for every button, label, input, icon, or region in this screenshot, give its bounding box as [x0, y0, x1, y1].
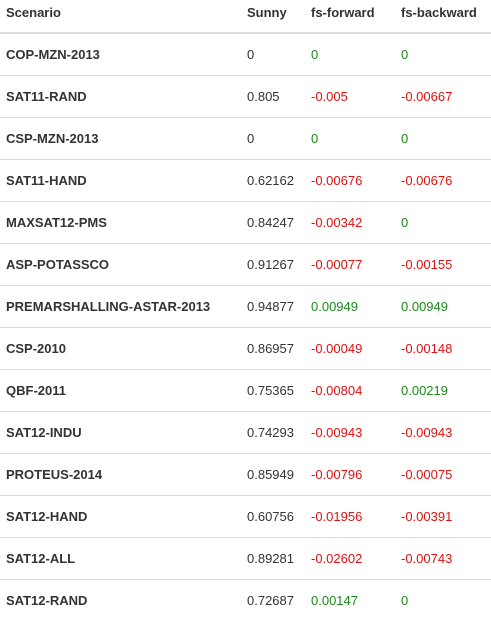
header-fs-backward: fs-backward: [394, 0, 491, 34]
cell-fs-forward: -0.005: [304, 74, 394, 117]
cell-fs-forward: 0: [311, 46, 319, 62]
cell-fs-backward: -0.00943: [394, 410, 491, 453]
cell-sunny: 0.75365: [240, 368, 304, 411]
cell-fs-backward: -0.00667: [394, 74, 491, 117]
cell-fs-forward: -0.00342: [304, 200, 394, 243]
table-row: PROTEUS-2014 0.85949 -0.00796 -0.00075: [0, 452, 491, 495]
table-row: SAT12-INDU 0.74293 -0.00943 -0.00943: [0, 410, 491, 453]
header-row: Scenario Sunny fs-forward fs-backward: [0, 0, 491, 34]
cell-scenario: MAXSAT12-PMS: [0, 200, 240, 243]
table-row: CSP-MZN-2013 0 0 0: [0, 116, 491, 159]
cell-sunny: 0.86957: [240, 326, 304, 369]
cell-fs-forward: -0.00943: [304, 410, 394, 453]
cell-scenario: PROTEUS-2014: [0, 452, 240, 495]
cell-fs-backward: 0.00219: [394, 368, 491, 411]
cell-fs-forward: -0.00676: [304, 158, 394, 201]
cell-scenario: CSP-MZN-2013: [0, 116, 240, 159]
cell-fs-backward: 0: [394, 116, 491, 159]
cell-scenario: SAT11-RAND: [0, 74, 240, 117]
cell-sunny: 0.94877: [240, 284, 304, 327]
cell-fs-backward: -0.00155: [394, 242, 491, 285]
header-sunny: Sunny: [240, 0, 304, 34]
table-row: CSP-2010 0.86957 -0.00049 -0.00148: [0, 326, 491, 369]
cell-scenario: QBF-2011: [0, 368, 240, 411]
cell-fs-backward: -0.00676: [394, 158, 491, 201]
cell-fs-forward: -0.02602: [304, 536, 394, 579]
cell-scenario: CSP-2010: [0, 326, 240, 369]
cell-sunny: 0.85949: [240, 452, 304, 495]
cell-scenario: COP-MZN-2013: [6, 46, 100, 62]
cell-fs-backward: 0: [394, 578, 491, 621]
cell-scenario: ASP-POTASSCO: [0, 242, 240, 285]
cell-fs-backward: -0.00075: [394, 452, 491, 495]
cell-scenario: SAT12-RAND: [0, 578, 240, 621]
cell-scenario: PREMARSHALLING-ASTAR-2013: [0, 284, 240, 327]
cell-scenario: SAT12-INDU: [0, 410, 240, 453]
cell-sunny: 0.805: [240, 74, 304, 117]
cell-fs-forward: -0.00804: [304, 368, 394, 411]
table-row: SAT12-ALL 0.89281 -0.02602 -0.00743: [0, 536, 491, 579]
cell-fs-forward: 0.00147: [304, 578, 394, 621]
cell-scenario: SAT12-ALL: [0, 536, 240, 579]
cell-fs-forward: -0.01956: [304, 494, 394, 537]
cell-sunny: 0.91267: [240, 242, 304, 285]
cell-fs-backward: 0.00949: [394, 284, 491, 327]
cell-sunny: 0.60756: [240, 494, 304, 537]
table-row: SAT11-RAND 0.805 -0.005 -0.00667: [0, 74, 491, 117]
cell-scenario: SAT12-HAND: [0, 494, 240, 537]
table-row: PREMARSHALLING-ASTAR-2013 0.94877 0.00949 0…: [0, 284, 491, 327]
table-row: SAT11-HAND 0.62162 -0.00676 -0.00676: [0, 158, 491, 201]
cell-sunny: 0.74293: [240, 410, 304, 453]
cell-fs-forward: 0: [304, 116, 394, 159]
cell-fs-forward: 0.00949: [304, 284, 394, 327]
cell-sunny: 0.72687: [240, 578, 304, 621]
cell-sunny: 0: [247, 46, 255, 62]
cell-fs-forward: -0.00049: [304, 326, 394, 369]
table-row: ASP-POTASSCO 0.91267 -0.00077 -0.00155: [0, 242, 491, 285]
cell-sunny: 0.62162: [240, 158, 304, 201]
cell-fs-backward: -0.00743: [394, 536, 491, 579]
table-row: COP-MZN-2013 0 0 0: [0, 33, 491, 75]
header-scenario: Scenario: [0, 0, 240, 34]
cell-scenario: SAT11-HAND: [0, 158, 240, 201]
table-row: SAT12-RAND 0.72687 0.00147 0: [0, 578, 491, 621]
cell-fs-backward: 0: [401, 46, 409, 62]
header-fs-forward: fs-forward: [304, 0, 394, 34]
cell-sunny: 0.84247: [240, 200, 304, 243]
cell-sunny: 0: [240, 116, 304, 159]
cell-sunny: 0.89281: [240, 536, 304, 579]
cell-fs-backward: -0.00148: [394, 326, 491, 369]
table-row: SAT12-HAND 0.60756 -0.01956 -0.00391: [0, 494, 491, 537]
cell-fs-backward: -0.00391: [394, 494, 491, 537]
table-row: QBF-2011 0.75365 -0.00804 0.00219: [0, 368, 491, 411]
table-row: MAXSAT12-PMS 0.84247 -0.00342 0: [0, 200, 491, 243]
cell-fs-forward: -0.00796: [304, 452, 394, 495]
cell-fs-backward: 0: [394, 200, 491, 243]
cell-fs-forward: -0.00077: [304, 242, 394, 285]
